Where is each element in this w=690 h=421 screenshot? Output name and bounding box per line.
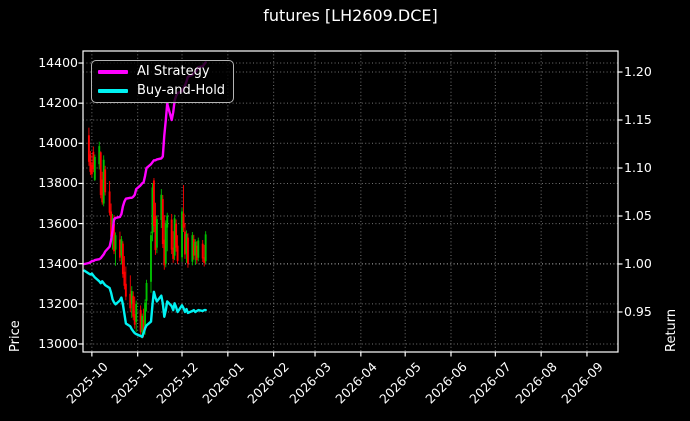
price-tick-label: 14000 — [38, 135, 78, 151]
candle-body — [87, 135, 90, 162]
plot-border — [82, 50, 619, 353]
tick-marks — [78, 62, 623, 357]
candle-body — [194, 242, 197, 256]
candle-body — [120, 239, 123, 256]
candle-body — [89, 154, 92, 172]
candle-body — [110, 211, 113, 237]
price-tick-label: 13800 — [38, 175, 78, 191]
return-axis-label: Return — [664, 308, 679, 352]
candle-body — [114, 235, 117, 250]
candle-body — [186, 237, 189, 264]
candle-body — [181, 211, 183, 258]
candle-body — [172, 247, 175, 259]
candle-body — [142, 319, 145, 334]
candle-body — [124, 283, 127, 297]
candle-body — [129, 293, 132, 309]
price-tick-label: 14200 — [38, 95, 78, 111]
legend-item-ai-strategy: AI Strategy — [98, 64, 227, 80]
candle-body — [92, 151, 95, 169]
candle-body — [195, 245, 198, 261]
candle-body — [118, 239, 121, 258]
candle-body — [108, 191, 111, 213]
legend: AI Strategy Buy-and-Hold — [91, 60, 234, 103]
candle-body — [155, 219, 158, 248]
candle-body — [154, 215, 157, 251]
chart-title: futures [LH2609.DCE] — [263, 6, 438, 25]
candle-body — [90, 164, 93, 175]
candle-body — [185, 234, 188, 254]
candle-body — [161, 199, 164, 245]
candle-body — [144, 302, 147, 330]
candle-body — [184, 231, 186, 255]
buy-and-hold-line — [83, 269, 207, 339]
legend-label: AI Strategy — [137, 64, 210, 79]
candle-body — [93, 156, 96, 180]
candle-body — [151, 187, 154, 234]
return-tick-label: 1.10 — [624, 160, 652, 175]
candle-body — [166, 215, 169, 228]
candle-body — [201, 243, 204, 259]
candle-body — [160, 194, 163, 220]
candle-body — [175, 223, 178, 248]
return-tick-label: 1.05 — [624, 207, 652, 223]
candle-body — [192, 239, 195, 256]
price-axis-label: Price — [8, 320, 23, 352]
return-tick-label: 1.00 — [624, 255, 652, 271]
candle-body — [204, 234, 207, 262]
candle-body — [135, 303, 138, 322]
legend-item-buy-and-hold: Buy-and-Hold — [98, 83, 227, 99]
price-tick-label: 13400 — [38, 255, 78, 271]
candle-body — [191, 235, 194, 262]
price-tick-label: 13000 — [38, 335, 78, 351]
candlesticks — [87, 127, 207, 339]
candle-body — [104, 169, 107, 193]
candle-body — [164, 223, 167, 264]
return-tick-label: 0.95 — [624, 303, 652, 319]
candle-body — [182, 213, 185, 228]
buy-and-hold-line-swatch — [98, 89, 128, 93]
legend-label: Buy-and-Hold — [137, 83, 226, 98]
candle-body — [123, 271, 126, 286]
candle-body — [130, 290, 133, 304]
ai-strategy-line-swatch — [98, 70, 128, 74]
candle-body — [163, 239, 166, 266]
price-tick-label: 13200 — [38, 295, 78, 311]
candle-body — [121, 243, 124, 275]
candle-body — [113, 223, 115, 252]
return-tick-label: 1.20 — [624, 64, 652, 80]
candle-body — [98, 146, 101, 165]
candle-body — [102, 159, 105, 204]
candle-body — [152, 180, 155, 226]
candle-body — [150, 235, 152, 282]
candle-body — [176, 245, 179, 261]
return-tick-label: 1.15 — [624, 112, 652, 127]
price-tick-label: 13600 — [38, 215, 78, 231]
price-tick-label: 14400 — [38, 55, 78, 71]
candle-body — [139, 309, 142, 333]
candle-body — [197, 240, 200, 258]
candle-body — [170, 219, 173, 250]
candle-body — [133, 313, 136, 325]
candle-body — [99, 152, 102, 196]
candle-body — [145, 282, 148, 301]
candle-body — [141, 315, 144, 332]
candle-body — [101, 179, 104, 203]
candle-body — [173, 218, 176, 256]
candle-body — [203, 257, 206, 263]
candle-body — [132, 295, 135, 317]
